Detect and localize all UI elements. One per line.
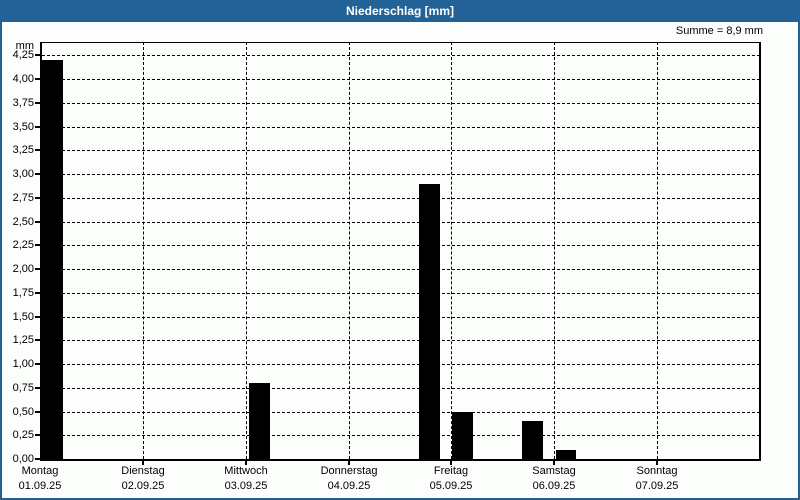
x-axis-tick [142,461,144,465]
grid-line-horizontal [42,412,760,413]
grid-line-horizontal [42,364,760,365]
precip-bar [452,412,473,459]
y-tick-label: 2,25 [12,239,34,251]
y-tick-label: 1,00 [12,358,34,370]
y-tick-label: 0,75 [12,382,34,394]
y-axis-tick [35,244,40,246]
grid-line-horizontal [42,198,760,199]
day-label: Donnerstag [320,465,378,477]
grid-line-horizontal [42,317,760,318]
grid-line-vertical [657,42,658,459]
grid-line-horizontal [42,103,760,104]
date-label: 01.09.25 [18,480,62,492]
day-label: Mittwoch [224,465,268,477]
y-axis-unit-label: mm [15,40,34,52]
x-axis-tick [656,461,658,465]
y-tick-label: 2,50 [12,216,34,228]
precip-bar [419,184,440,459]
day-label: Samstag [532,465,576,477]
x-axis-tick [245,461,247,465]
y-axis-tick [35,363,40,365]
y-tick-label: 0,00 [12,453,34,465]
date-label: 07.09.25 [635,480,679,492]
date-label: 05.09.25 [429,480,473,492]
plot-area [40,42,761,459]
y-axis-tick [35,434,40,436]
grid-line-horizontal [42,435,760,436]
plot-frame-top [40,42,761,43]
y-tick-label: 0,50 [12,406,34,418]
y-tick-label: 0,25 [12,429,34,441]
window-border-left [0,22,2,500]
precip-bar [42,60,63,459]
sum-annotation: Summe = 8,9 mm [675,25,763,37]
y-tick-label: 1,75 [12,287,34,299]
date-label: 03.09.25 [224,480,268,492]
date-label: 06.09.25 [532,480,576,492]
y-axis-tick [35,173,40,175]
date-label: 04.09.25 [327,480,371,492]
grid-line-vertical [554,42,555,459]
grid-line-horizontal [42,245,760,246]
precip-bar [556,450,576,459]
window-titlebar: Niederschlag [mm] [0,0,800,22]
date-label: 02.09.25 [121,480,165,492]
grid-line-horizontal [42,388,760,389]
y-axis-tick [35,387,40,389]
grid-line-horizontal [42,269,760,270]
y-tick-label: 3,25 [12,144,34,156]
window-border-right [798,22,800,500]
chart-title: Niederschlag [mm] [345,4,455,18]
y-tick-label: 1,50 [12,311,34,323]
y-axis-tick [35,221,40,223]
y-axis-tick [35,268,40,270]
y-tick-label: 2,00 [12,263,34,275]
y-axis-tick [35,197,40,199]
day-label: Dienstag [121,465,165,477]
y-tick-label: 2,75 [12,192,34,204]
day-label: Freitag [433,465,469,477]
grid-line-horizontal [42,127,760,128]
x-axis-tick [348,461,350,465]
grid-line-horizontal [42,293,760,294]
y-axis-tick [35,411,40,413]
y-tick-label: 4,00 [12,73,34,85]
x-axis-tick [553,461,555,465]
grid-line-horizontal [42,222,760,223]
y-axis-tick [35,316,40,318]
grid-line-vertical [451,42,452,459]
window-border-bottom [0,498,800,500]
grid-line-horizontal [42,55,760,56]
grid-line-horizontal [42,340,760,341]
y-tick-label: 4,25 [12,49,34,61]
precip-bar [522,421,543,459]
y-axis-tick [35,292,40,294]
y-tick-label: 3,75 [12,97,34,109]
y-axis-tick [35,149,40,151]
y-axis-tick [35,78,40,80]
grid-line-vertical [246,42,247,459]
y-tick-label: 3,00 [12,168,34,180]
x-axis-tick [450,461,452,465]
y-axis-tick [35,126,40,128]
plot-frame-right [759,42,761,461]
y-tick-label: 1,25 [12,334,34,346]
y-axis-tick [35,458,40,460]
y-axis-tick [35,54,40,56]
x-axis-line [40,459,761,461]
day-label: Sonntag [636,465,678,477]
day-label: Montag [21,465,59,477]
y-axis-tick [35,102,40,104]
y-tick-label: 3,50 [12,121,34,133]
precip-bar [249,383,270,459]
grid-line-vertical [349,42,350,459]
grid-line-horizontal [42,79,760,80]
y-axis-line [40,42,42,461]
grid-line-horizontal [42,174,760,175]
grid-line-horizontal [42,150,760,151]
grid-line-vertical [143,42,144,459]
y-axis-tick [35,339,40,341]
